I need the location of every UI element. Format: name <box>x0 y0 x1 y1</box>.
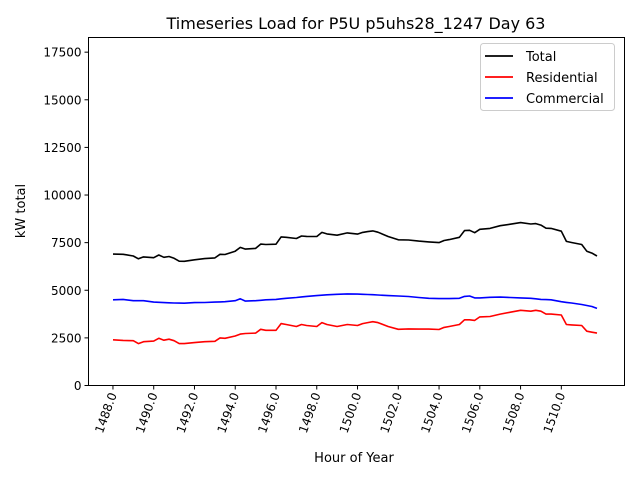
legend-label-commercial: Commercial <box>526 92 604 107</box>
y-tick-label: 2500 <box>51 331 82 345</box>
y-tick-label: 17500 <box>43 46 81 60</box>
legend: Total Residential Commercial <box>480 43 615 111</box>
legend-label-residential: Residential <box>526 71 598 86</box>
series-layer <box>112 221 598 345</box>
y-tick-label: 7500 <box>51 236 82 250</box>
y-tick-label: 10000 <box>43 189 81 203</box>
legend-box <box>480 43 615 111</box>
legend-label-total: Total <box>525 50 556 65</box>
series-line-commercial <box>112 293 598 310</box>
plot-frame <box>88 37 625 386</box>
chart-title: Timeseries Load for P5U p5uhs28_1247 Day… <box>166 14 546 34</box>
y-axis-label: kW total <box>14 184 29 238</box>
x-axis-label: Hour of Year <box>314 451 394 466</box>
y-tick-label: 0 <box>74 379 82 393</box>
y-axis: 0 2500 5000 7500 10000 12500 15000 17500 <box>43 46 89 393</box>
y-tick-label: 5000 <box>51 284 82 298</box>
y-tick-label: 12500 <box>43 141 81 155</box>
y-tick-label: 15000 <box>43 93 81 107</box>
series-line-total <box>112 221 598 263</box>
series-line-residential <box>112 309 598 345</box>
